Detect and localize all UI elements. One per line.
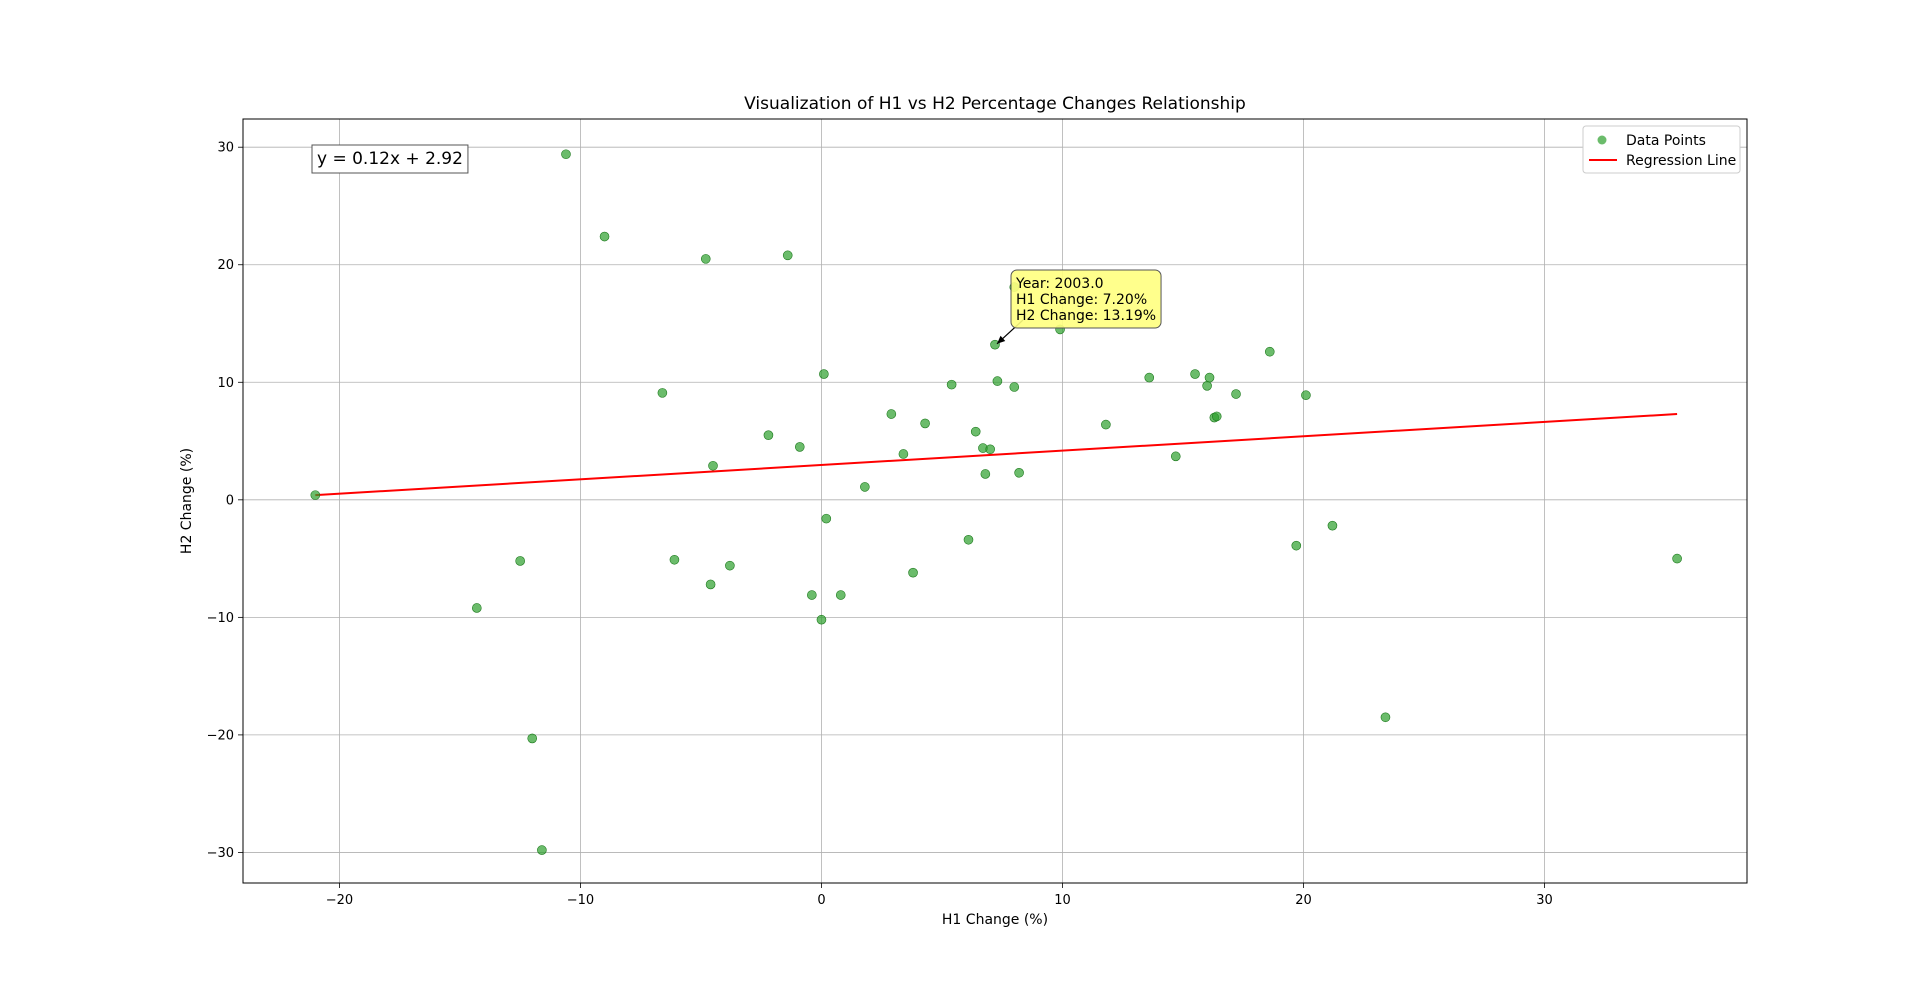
data-point bbox=[898, 449, 909, 459]
data-point bbox=[708, 460, 718, 471]
data-point bbox=[946, 379, 957, 390]
data-point bbox=[985, 444, 995, 455]
legend-label-regression-line: Regression Line bbox=[1626, 153, 1736, 169]
y-axis-label: H2 Change (%) bbox=[179, 448, 195, 554]
data-points-layer bbox=[310, 149, 1682, 855]
x-tick-label: 10 bbox=[1054, 893, 1071, 908]
data-point bbox=[1170, 451, 1181, 462]
annotation-h2-change: H2 Change: 13.19% bbox=[1016, 308, 1156, 324]
annotation-year: Year: 2003.0 bbox=[1015, 276, 1104, 292]
y-tick-label: −10 bbox=[207, 611, 234, 626]
data-point bbox=[1380, 712, 1391, 723]
data-point bbox=[527, 733, 538, 744]
regression-equation: y = 0.12x + 2.92 bbox=[317, 149, 463, 169]
point-annotation: Year: 2003.0 H1 Change: 7.20% H2 Change:… bbox=[996, 269, 1162, 345]
data-point bbox=[705, 579, 716, 590]
plot-area-frame bbox=[242, 118, 1748, 884]
x-tick-label: 20 bbox=[1295, 893, 1312, 908]
data-point bbox=[1202, 381, 1212, 391]
data-point bbox=[1291, 540, 1302, 551]
x-tick-label: 0 bbox=[817, 893, 825, 908]
y-tick-label: 20 bbox=[217, 258, 234, 273]
legend-marker-data-points bbox=[1597, 135, 1607, 145]
data-point bbox=[700, 254, 711, 264]
x-axis-label: H1 Change (%) bbox=[942, 912, 1048, 928]
data-point bbox=[1204, 372, 1215, 383]
data-point bbox=[669, 554, 680, 565]
regression-equation-box: y = 0.12x + 2.92 bbox=[311, 144, 469, 174]
data-point bbox=[782, 250, 793, 261]
regression-line bbox=[315, 413, 1678, 497]
annotation-h1-change: H1 Change: 7.20% bbox=[1016, 292, 1147, 308]
data-point bbox=[471, 603, 482, 613]
annotation-box bbox=[1010, 269, 1162, 329]
data-point bbox=[963, 534, 974, 545]
data-point bbox=[980, 469, 991, 479]
x-tick-label: 30 bbox=[1536, 893, 1553, 908]
data-point bbox=[794, 442, 805, 452]
y-tick-label: −20 bbox=[207, 728, 234, 743]
y-tick-label: 30 bbox=[217, 141, 234, 156]
data-point bbox=[310, 490, 321, 500]
x-tick-label: −10 bbox=[567, 893, 594, 908]
data-point bbox=[537, 845, 547, 855]
data-point bbox=[1144, 372, 1155, 383]
data-point bbox=[970, 426, 981, 437]
chart-title: Visualization of H1 vs H2 Percentage Cha… bbox=[744, 94, 1246, 114]
data-point bbox=[992, 376, 1003, 386]
annotation-arrowhead bbox=[997, 335, 1006, 344]
legend-label-data-points: Data Points bbox=[1626, 133, 1706, 149]
y-tick-label: 10 bbox=[217, 376, 234, 391]
data-point bbox=[1231, 389, 1241, 399]
data-point bbox=[1264, 346, 1275, 357]
data-point bbox=[920, 418, 930, 429]
y-tick-label: 0 bbox=[226, 493, 234, 508]
data-point bbox=[819, 369, 829, 379]
data-point bbox=[908, 567, 918, 578]
data-point bbox=[1327, 520, 1338, 531]
data-point bbox=[657, 388, 668, 398]
x-tick-label: −20 bbox=[326, 893, 353, 908]
data-point bbox=[561, 149, 571, 160]
data-point bbox=[807, 590, 817, 600]
data-point bbox=[821, 513, 832, 524]
data-point bbox=[860, 482, 870, 492]
data-point bbox=[990, 339, 1000, 350]
legend: Data Points Regression Line bbox=[1582, 125, 1741, 174]
data-point bbox=[599, 231, 610, 242]
y-tick-label: −30 bbox=[207, 846, 234, 861]
data-point bbox=[515, 556, 525, 566]
data-point bbox=[763, 430, 774, 440]
data-point bbox=[1211, 411, 1222, 422]
axis-ticks: −20 −10 0 10 20 30 −30 −20 −10 0 10 20 30 bbox=[207, 141, 1553, 908]
data-point bbox=[1014, 467, 1024, 478]
legend-box bbox=[1582, 125, 1741, 174]
regression-line-layer bbox=[315, 413, 1678, 497]
data-point bbox=[816, 614, 827, 625]
data-point bbox=[1101, 419, 1111, 430]
data-point bbox=[1009, 382, 1020, 392]
data-point bbox=[886, 409, 897, 419]
data-point bbox=[835, 590, 846, 600]
data-point bbox=[1190, 369, 1200, 379]
data-point bbox=[1301, 390, 1311, 401]
grid bbox=[243, 119, 1747, 883]
data-point bbox=[725, 560, 735, 571]
data-point bbox=[1672, 553, 1682, 564]
